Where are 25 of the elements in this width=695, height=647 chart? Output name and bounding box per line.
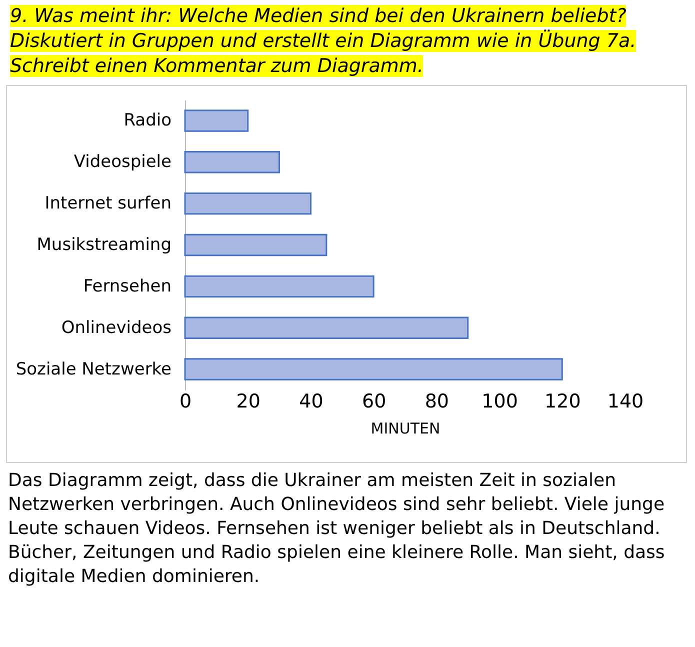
x-tick-label: 80 bbox=[424, 390, 450, 412]
x-tick-label: 40 bbox=[299, 390, 324, 412]
x-tick-label: 0 bbox=[179, 390, 192, 412]
x-tick-label: 100 bbox=[482, 390, 518, 412]
bar bbox=[184, 192, 312, 215]
bar bbox=[184, 151, 280, 174]
y-tick-label: Radio bbox=[124, 110, 172, 131]
x-tick-label: 140 bbox=[607, 390, 644, 412]
y-tick-label: Musikstreaming bbox=[36, 235, 172, 255]
bar bbox=[184, 358, 563, 380]
bar bbox=[184, 275, 374, 298]
text: Das Diagramm zeigt, dass die Ukrainer am meisten Zeit in sozialen Netzwerken verbringen. Auch Onlinevideos sind sehr beliebt. Viele junge Leute schauen Videos. Fernsehen ist weniger beliebt als in Deutschland. Bücher, Zeitungen und Radio spielen eine kleinere Rolle. Man sieht, dass digitale Medien dominieren. bbox=[8, 469, 666, 589]
bar bbox=[184, 234, 328, 256]
bar bbox=[184, 316, 469, 339]
y-tick-label: Videospiele bbox=[74, 152, 172, 172]
x-tick-label: 60 bbox=[362, 390, 386, 412]
bar bbox=[184, 110, 249, 132]
x-tick-label: 20 bbox=[236, 390, 260, 412]
y-tick-label: Soziale Netzwerke bbox=[16, 359, 172, 380]
x-tick-label: 120 bbox=[544, 390, 581, 412]
y-tick-label: Fernsehen bbox=[83, 276, 172, 296]
y-tick-label: Internet surfen bbox=[44, 194, 172, 214]
y-tick-label: Onlinevideos bbox=[61, 318, 172, 338]
chart-title: 9. Was meint ihr: Welche Medien sind bei den Ukrainern beliebt? Diskutiert in Gruppen und erstellt ein Diagramm wie in Übung 7a. Schreibt einen Kommentar zum Diagramm. bbox=[10, 5, 636, 77]
x-axis-title: MINUTEN bbox=[370, 420, 440, 438]
